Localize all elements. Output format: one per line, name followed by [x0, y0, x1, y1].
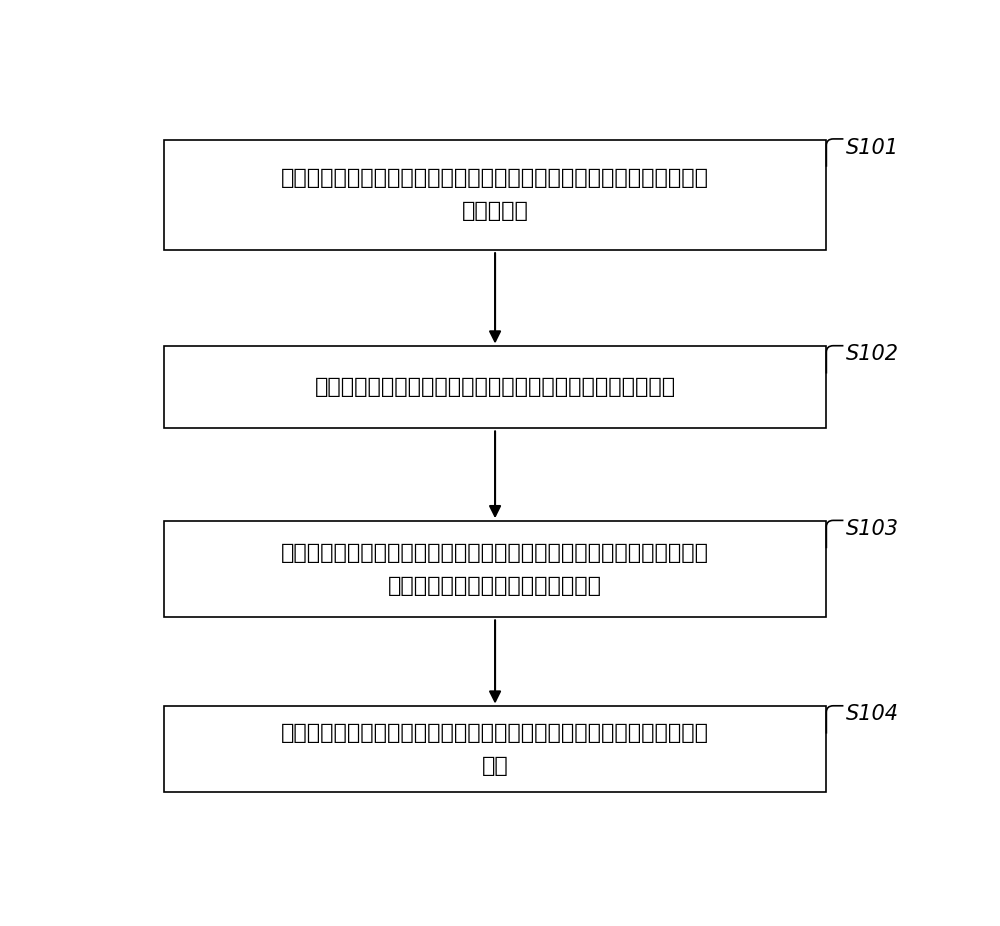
Text: S102: S102 — [846, 344, 899, 364]
Text: S101: S101 — [846, 137, 899, 157]
Text: 在确定所述电池模组不存在电压异常的情况下，确定所述热失控报警为误
报警: 在确定所述电池模组不存在电压异常的情况下，确定所述热失控报警为误 报警 — [281, 723, 709, 776]
Text: S104: S104 — [846, 705, 899, 724]
Text: 在确定所述电池模组未发生热传导现象的情况下，根据多个所述电芯电压
确定所述电池模组是否存在电压异常: 在确定所述电池模组未发生热传导现象的情况下，根据多个所述电芯电压 确定所述电池模… — [281, 543, 709, 595]
Bar — [164, 346, 826, 429]
Text: 根据多个所述电芯温度确定所述电池模组是否发生热传导现象: 根据多个所述电芯温度确定所述电池模组是否发生热传导现象 — [314, 378, 676, 397]
Text: 响应于接收到热失控报警，获取电池模组内多个子模组当前的电芯温度以
及电芯电压: 响应于接收到热失控报警，获取电池模组内多个子模组当前的电芯温度以 及电芯电压 — [281, 169, 709, 221]
Bar — [164, 521, 826, 618]
Text: S103: S103 — [846, 519, 899, 539]
Bar — [164, 140, 826, 250]
Bar — [164, 707, 826, 792]
